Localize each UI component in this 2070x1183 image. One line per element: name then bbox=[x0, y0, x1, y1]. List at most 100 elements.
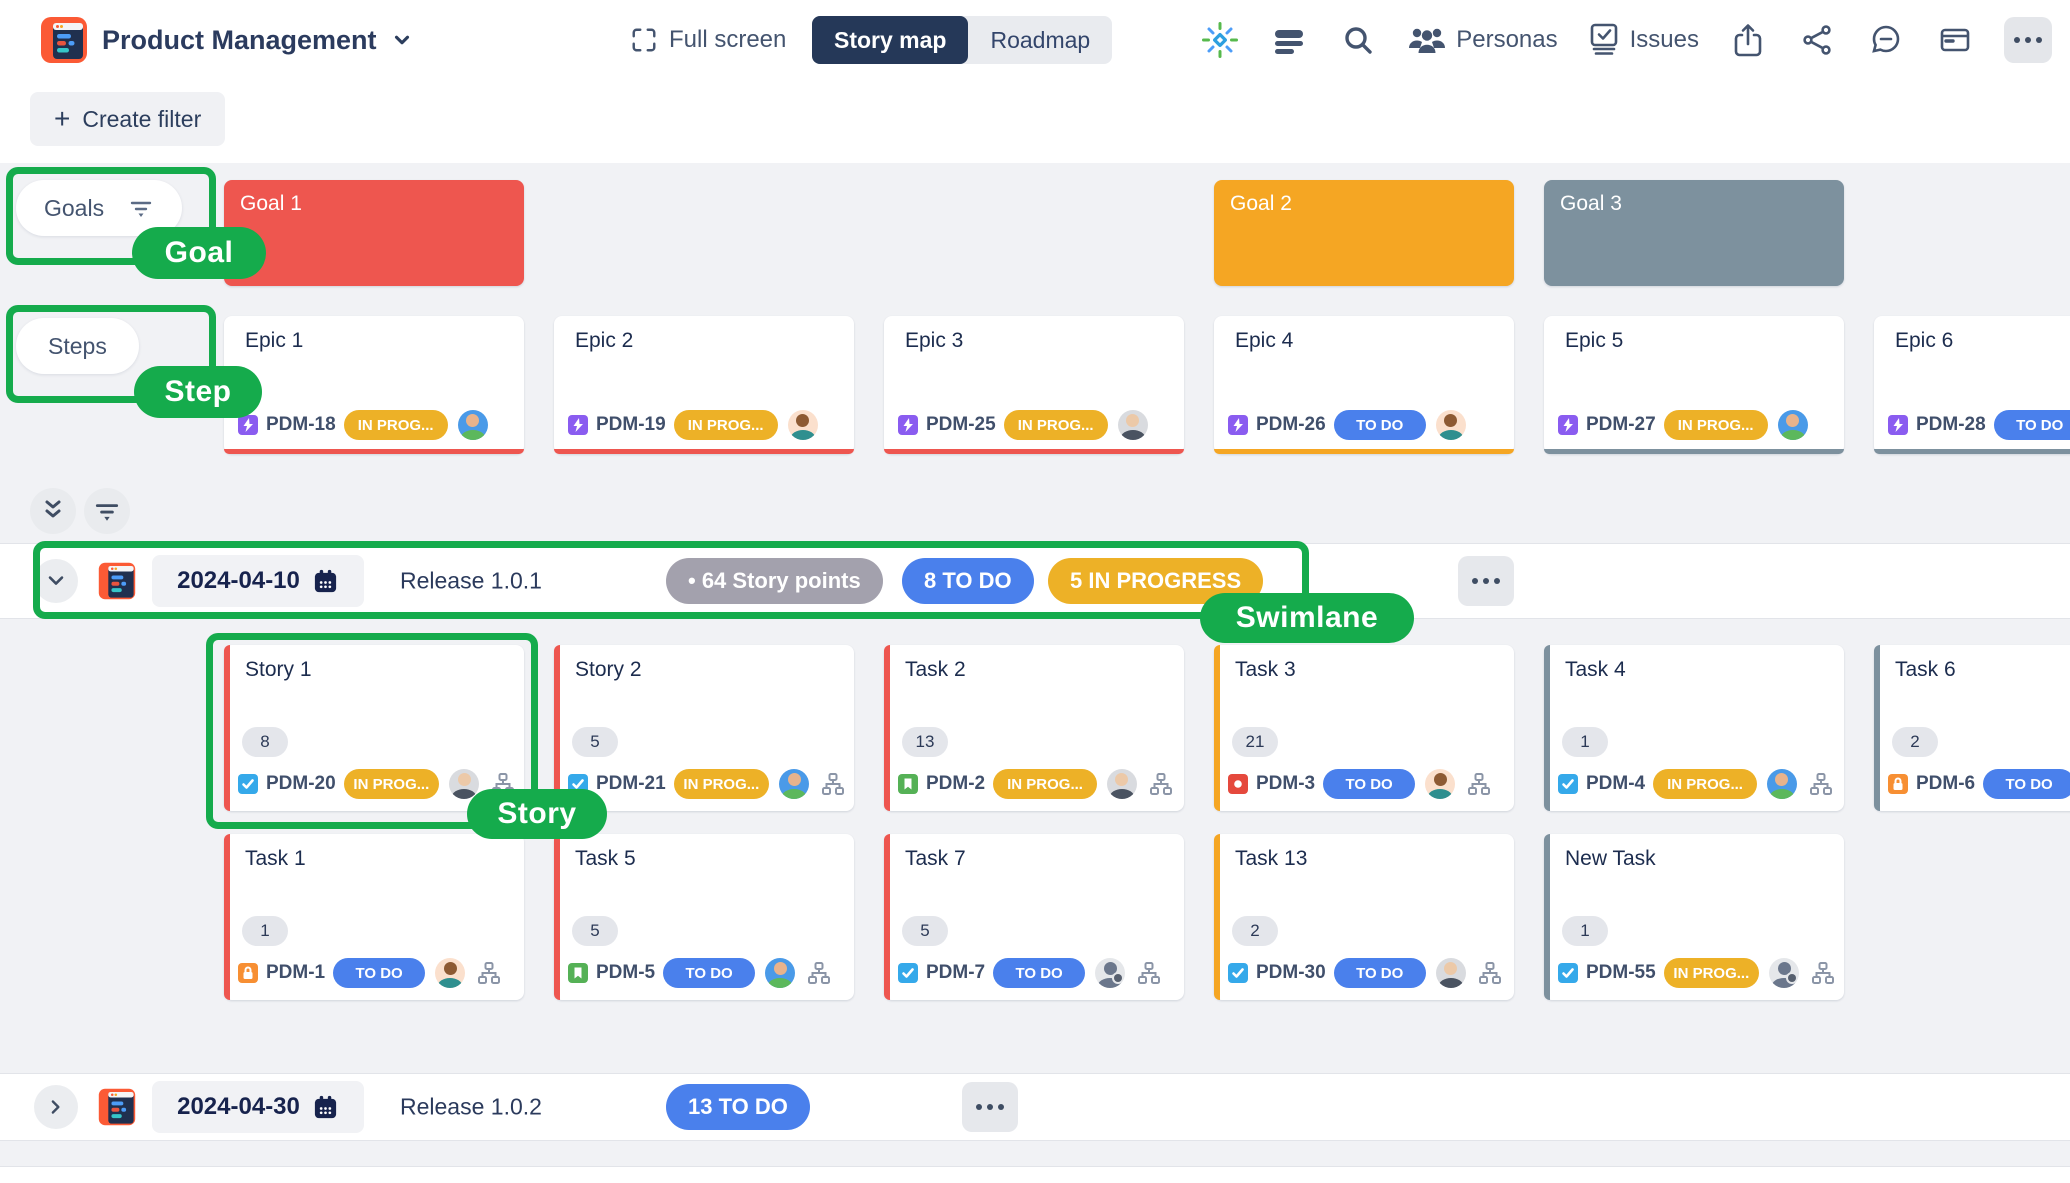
create-filter-label: Create filter bbox=[82, 105, 202, 132]
task-card[interactable]: Task 2 13 PDM-2 IN PROG... bbox=[884, 645, 1184, 811]
swimlane-more-button[interactable] bbox=[962, 1082, 1018, 1132]
task-card[interactable]: New Task 1 PDM-55 IN PROG... bbox=[1544, 834, 1844, 1000]
release-logo-icon bbox=[98, 562, 136, 600]
release-date-picker[interactable]: 2024-04-30 bbox=[152, 1081, 364, 1133]
hierarchy-icon[interactable] bbox=[1466, 771, 1492, 797]
issue-key: PDM-7 bbox=[926, 962, 986, 983]
epic-card[interactable]: Epic 1 PDM-18 IN PROG... bbox=[224, 316, 524, 454]
sparkle-button[interactable] bbox=[1200, 20, 1240, 60]
task-card[interactable]: Task 6 2 PDM-6 TO DO bbox=[1874, 645, 2070, 811]
goal-card[interactable]: Goal 1 bbox=[224, 180, 524, 286]
issue-key: PDM-30 bbox=[1256, 962, 1326, 983]
epic-type-icon bbox=[898, 415, 918, 435]
status-badge: IN PROG... bbox=[343, 769, 439, 799]
project-switcher[interactable]: Product Management bbox=[40, 0, 413, 80]
task-card[interactable]: Task 1 1 PDM-1 TO DO bbox=[224, 834, 524, 1000]
tab-story-map[interactable]: Story map bbox=[812, 16, 969, 64]
lock-type-icon bbox=[238, 963, 258, 983]
task-card[interactable]: Task 3 21 PDM-3 TO DO bbox=[1214, 645, 1514, 811]
epic-card[interactable]: Epic 4 PDM-26 TO DO bbox=[1214, 316, 1514, 454]
personas-label: Personas bbox=[1456, 26, 1558, 53]
hierarchy-icon[interactable] bbox=[1477, 960, 1503, 986]
release-date-picker[interactable]: 2024-04-10 bbox=[152, 555, 364, 607]
epic-accent-bar bbox=[884, 449, 1184, 454]
epic-type-icon bbox=[1228, 415, 1248, 435]
header-more-button[interactable] bbox=[2004, 17, 2052, 63]
share-button[interactable] bbox=[1797, 20, 1837, 60]
search-button[interactable] bbox=[1338, 20, 1378, 60]
task-card[interactable]: Task 4 1 PDM-4 IN PROG... bbox=[1544, 645, 1844, 811]
epic-card[interactable]: Epic 6 PDM-28 TO DO bbox=[1874, 316, 2070, 454]
search-icon bbox=[1345, 27, 1372, 54]
board-filter-button[interactable] bbox=[84, 488, 130, 534]
estimate-badge: 5 bbox=[902, 916, 948, 946]
tab-roadmap[interactable]: Roadmap bbox=[990, 26, 1091, 53]
goal-card[interactable]: Goal 2 bbox=[1214, 180, 1514, 286]
hierarchy-icon[interactable] bbox=[476, 960, 502, 986]
task-type-icon bbox=[898, 963, 918, 983]
issues-button[interactable]: Issues bbox=[1587, 22, 1699, 58]
hierarchy-icon[interactable] bbox=[1808, 771, 1834, 797]
collapse-swimlane-button[interactable] bbox=[34, 559, 78, 603]
epic-card[interactable]: Epic 2 PDM-19 IN PROG... bbox=[554, 316, 854, 454]
card-title: New Task bbox=[1565, 847, 1656, 870]
story-points-badge: • 64 Story points bbox=[666, 558, 883, 604]
issue-key: PDM-5 bbox=[596, 962, 656, 983]
status-badge: IN PROG... bbox=[673, 410, 778, 440]
epic-title: Epic 4 bbox=[1235, 329, 1294, 352]
comment-button[interactable] bbox=[1866, 20, 1906, 60]
calendar-icon bbox=[314, 1095, 336, 1118]
expand-swimlane-button[interactable] bbox=[34, 1085, 78, 1129]
swimlane-more-button[interactable] bbox=[1458, 556, 1514, 606]
hierarchy-icon[interactable] bbox=[1148, 771, 1174, 797]
goal-annotation-box bbox=[6, 167, 216, 265]
filter-bar bbox=[0, 80, 2070, 163]
swimlane-header: 2024-04-30 Release 1.0.2 13 TO DO bbox=[0, 1073, 2070, 1141]
card-title: Task 13 bbox=[1235, 847, 1308, 870]
epic-card[interactable]: Epic 3 PDM-25 IN PROG... bbox=[884, 316, 1184, 454]
ellipsis-icon bbox=[2014, 37, 2020, 43]
story-annotation-label: Story bbox=[467, 789, 607, 839]
filter-icon[interactable] bbox=[128, 195, 154, 221]
goal-card[interactable]: Goal 3 bbox=[1544, 180, 1844, 286]
epic-card[interactable]: Epic 5 PDM-27 IN PROG... bbox=[1544, 316, 1844, 454]
card-title: Task 7 bbox=[905, 847, 966, 870]
fullscreen-button[interactable]: Full screen bbox=[630, 0, 786, 80]
collapse-all-button[interactable] bbox=[30, 488, 76, 534]
card-view-button[interactable] bbox=[1935, 20, 1975, 60]
task-card[interactable]: Task 7 5 PDM-7 TO DO bbox=[884, 834, 1184, 1000]
card-title: Task 4 bbox=[1565, 658, 1626, 681]
hierarchy-icon[interactable] bbox=[1136, 960, 1162, 986]
epic-accent-bar bbox=[1214, 449, 1514, 454]
steps-row-label[interactable]: Steps bbox=[16, 318, 139, 374]
personas-button[interactable]: Personas bbox=[1407, 23, 1558, 57]
avatar bbox=[787, 410, 818, 440]
card-window-icon bbox=[1940, 28, 1970, 52]
hierarchy-icon[interactable] bbox=[1810, 960, 1836, 986]
epic-accent-bar bbox=[1874, 449, 2070, 454]
hierarchy-icon[interactable] bbox=[820, 771, 846, 797]
bookmark-type-icon bbox=[898, 774, 918, 794]
swimlane-annotation-label: Swimlane bbox=[1200, 593, 1414, 643]
comment-bubble-icon bbox=[1872, 25, 1900, 53]
story-card[interactable]: Story 2 5 PDM-21 IN PROG... bbox=[554, 645, 854, 811]
task-card[interactable]: Task 5 5 PDM-5 TO DO bbox=[554, 834, 854, 1000]
bottom-strip bbox=[0, 1166, 2070, 1183]
task-type-icon bbox=[1558, 963, 1578, 983]
fullscreen-icon bbox=[632, 28, 656, 52]
chevron-down-icon bbox=[48, 576, 64, 585]
goals-row-label[interactable]: Goals bbox=[16, 180, 183, 236]
story-card[interactable]: Story 1 8 PDM-20 IN PROG... bbox=[224, 645, 524, 811]
release-date: 2024-04-10 bbox=[177, 567, 300, 594]
panels-button[interactable] bbox=[1269, 20, 1309, 60]
issue-key: PDM-20 bbox=[266, 773, 336, 794]
card-stripe bbox=[1874, 645, 1880, 811]
chevron-down-icon[interactable] bbox=[391, 29, 413, 51]
hierarchy-icon[interactable] bbox=[806, 960, 832, 986]
issue-key: PDM-6 bbox=[1916, 773, 1976, 794]
step-annotation-label: Step bbox=[134, 366, 262, 418]
create-filter-button[interactable]: + Create filter bbox=[30, 92, 226, 146]
export-button[interactable] bbox=[1728, 20, 1768, 60]
task-card[interactable]: Task 13 2 PDM-30 TO DO bbox=[1214, 834, 1514, 1000]
